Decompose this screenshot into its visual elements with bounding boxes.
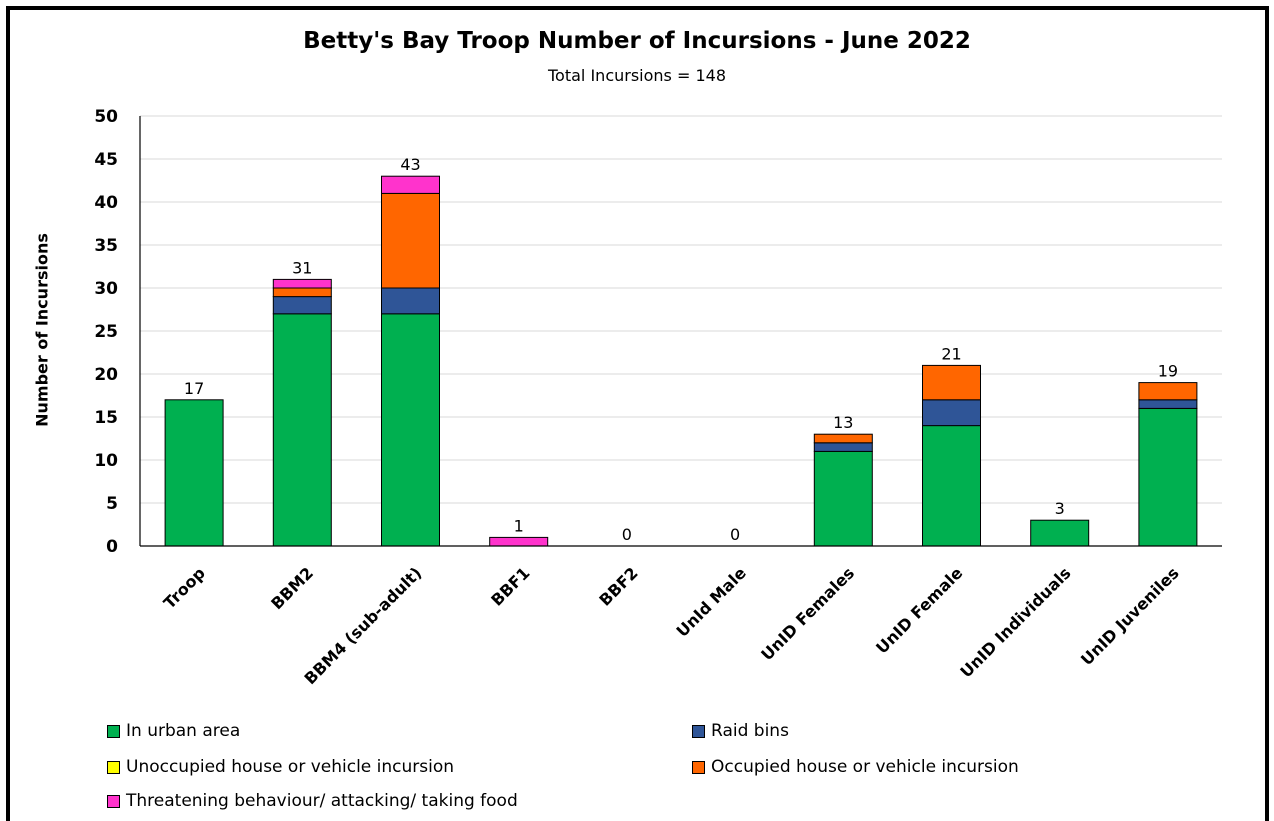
data-label: 19 [1158, 362, 1178, 381]
bar-segment [922, 364, 981, 401]
x-tick-label: BBM2 [267, 563, 317, 613]
data-label: 31 [292, 258, 312, 277]
bar-segment [489, 536, 549, 547]
y-tick-label: 5 [106, 494, 118, 514]
bar-segment [164, 399, 224, 547]
bar-segment [272, 287, 332, 298]
bar-segment [381, 313, 440, 547]
chart-title: Betty's Bay Troop Number of Incursions -… [303, 28, 971, 54]
data-label: 21 [941, 344, 961, 363]
x-tick-label: BBF1 [487, 563, 533, 609]
y-tick-label: 15 [94, 408, 118, 428]
bar-segment [381, 175, 440, 194]
x-tick-label: UnID Females [757, 563, 858, 664]
data-label: 17 [184, 379, 204, 398]
bar-segment [813, 450, 873, 547]
bar-segment [381, 287, 440, 315]
y-tick-label: 45 [94, 150, 118, 170]
x-tick-label: UnID Juveniles [1077, 563, 1183, 669]
x-tick-label: UnID Individuals [956, 563, 1074, 681]
y-tick-label: 40 [94, 193, 118, 213]
y-tick-label: 20 [94, 365, 118, 385]
y-tick-label: 35 [94, 236, 118, 256]
x-tick-label: BBF2 [595, 563, 641, 609]
y-tick-label: 50 [94, 107, 118, 127]
y-tick-label: 30 [94, 279, 118, 299]
x-tick-label: BBM4 (sub-adult) [301, 563, 426, 688]
data-label: 0 [730, 525, 740, 544]
bar-segment [922, 399, 981, 427]
bar-segment [381, 192, 440, 289]
chart-subtitle: Total Incursions = 148 [548, 66, 726, 85]
data-label: 0 [622, 525, 632, 544]
data-label: 43 [400, 155, 420, 174]
bar-segment [1138, 382, 1198, 401]
x-tick-label: UnID Female [872, 563, 966, 657]
bar-segment [922, 425, 981, 547]
x-tick-label: Troop [160, 563, 209, 612]
data-label: 1 [514, 516, 524, 535]
x-tick-label: UnId Male [673, 563, 750, 640]
bar-segment [1138, 399, 1198, 409]
bar-segment [1030, 519, 1090, 547]
bar-segment [813, 442, 873, 452]
y-tick-label: 10 [94, 451, 118, 471]
y-tick-label: 0 [106, 537, 118, 557]
bar-segment [272, 296, 332, 315]
y-tick-label: 25 [94, 322, 118, 342]
bar-segment [272, 278, 332, 289]
data-label: 13 [833, 413, 853, 432]
bar-segment [272, 313, 332, 547]
data-label: 3 [1055, 499, 1065, 518]
bar-segment [813, 433, 873, 444]
bar-segment [1138, 407, 1198, 547]
